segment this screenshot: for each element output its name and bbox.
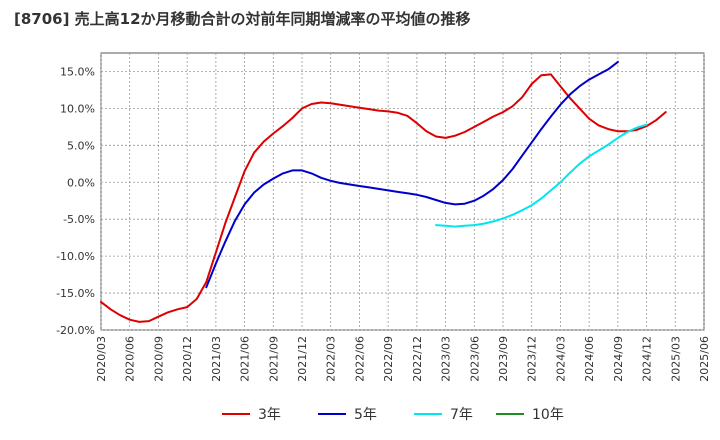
axes: 15.0% 10.0% 5.0% 0.0% -5.0% -10.0% -15.0% -20.0…: [56, 65, 711, 381]
series-line-1: [205, 60, 619, 289]
y-tick-label: 5.0%: [67, 139, 95, 152]
x-tick-label: 2023/09: [497, 336, 510, 382]
y-tick-label: -10.0%: [56, 250, 95, 263]
x-tick-label: 2024/09: [612, 336, 625, 382]
series-lines: [100, 60, 667, 323]
legend-label-0: 3年: [258, 407, 281, 423]
x-tick-label: 2020/06: [124, 336, 137, 382]
x-tick-label: 2020/09: [152, 336, 165, 382]
series-line-2: [435, 123, 648, 228]
y-tick-label: 15.0%: [60, 65, 95, 78]
x-tick-label: 2024/12: [641, 336, 654, 382]
legend-label-3: 10年: [532, 407, 564, 423]
legend-label-1: 5年: [354, 407, 377, 423]
x-tick-label: 2022/12: [411, 336, 424, 382]
x-tick-label: 2022/03: [325, 336, 338, 382]
plot-area: [100, 52, 705, 331]
series-line-0: [100, 73, 667, 323]
y-tick-label: 10.0%: [60, 102, 95, 115]
x-tick-label: 2023/12: [526, 336, 539, 382]
legend-label-2: 7年: [450, 407, 473, 423]
x-tick-label: 2025/03: [669, 336, 682, 382]
x-tick-label: 2020/03: [95, 336, 108, 382]
x-tick-label: 2023/06: [468, 336, 481, 382]
x-tick-label: 2021/03: [210, 336, 223, 382]
x-tick-label: 2024/03: [554, 336, 567, 382]
x-tick-label: 2023/03: [440, 336, 453, 382]
y-tick-label: -5.0%: [63, 213, 95, 226]
legend: 3年 5年 7年 10年: [222, 407, 564, 423]
x-tick-label: 2020/12: [181, 336, 194, 382]
grid: [100, 52, 705, 331]
x-tick-label: 2024/06: [583, 336, 596, 382]
x-tick-label: 2021/09: [267, 336, 280, 382]
x-tick-label: 2021/06: [239, 336, 252, 382]
x-tick-label: 2022/09: [382, 336, 395, 382]
x-tick-label: 2025/06: [698, 336, 711, 382]
y-tick-label: -15.0%: [56, 287, 95, 300]
x-tick-label: 2021/12: [296, 336, 309, 382]
x-tick-label: 2022/06: [353, 336, 366, 382]
y-tick-label: -20.0%: [56, 324, 95, 337]
chart-title: [8706] 売上高12か月移動合計の対前年同期増減率の平均値の推移: [14, 10, 471, 28]
y-tick-label: 0.0%: [67, 176, 95, 189]
